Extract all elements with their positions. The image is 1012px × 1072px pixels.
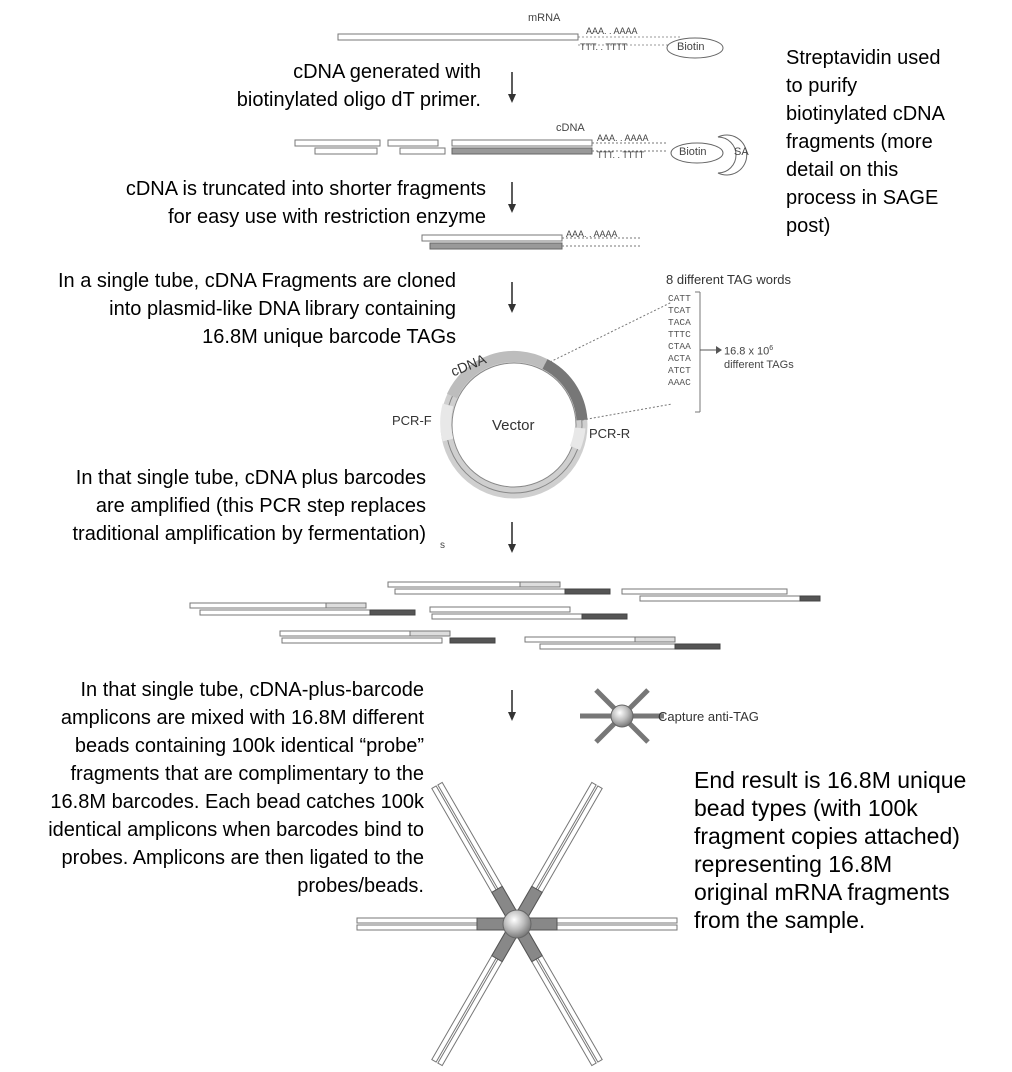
note-end-line2: bead types (with 100k [694, 795, 918, 821]
note-step4: In that single tube, cDNA plus barcodes … [72, 464, 426, 548]
note-step1: cDNA generated with biotinylated oligo d… [237, 58, 481, 114]
note-step2-line2: for easy use with restriction enzyme [168, 206, 486, 228]
note-step5-line8: probes/beads. [297, 875, 424, 897]
biotin-label-2: Biotin [679, 146, 707, 158]
note-step5-line1: In that single tube, cDNA-plus-barcode [80, 679, 424, 701]
amplicon-arm-left [356, 917, 508, 931]
note-strep-line7: post) [786, 215, 831, 237]
capture-anti-tag-label: Capture anti-TAG [658, 709, 759, 724]
note-strep-line1: Streptavidin used [786, 47, 941, 69]
note-step3: In a single tube, cDNA Fragments are clo… [58, 267, 456, 351]
bead-with-amplicons [356, 781, 678, 1067]
note-step3-line1: In a single tube, cDNA Fragments are clo… [58, 270, 456, 292]
step-arrow-4 [507, 521, 517, 554]
note-step5: In that single tube, cDNA-plus-barcode a… [48, 676, 424, 900]
note-step2-line1: cDNA is truncated into shorter fragments [125, 178, 486, 200]
note-strep-line2: to purify [786, 75, 858, 97]
tag-words-title: 8 different TAG words [666, 272, 792, 287]
note-step2: cDNA is truncated into shorter fragments… [126, 175, 486, 231]
tag-word: CATT [668, 293, 691, 304]
note-step3-line3: 16.8M unique barcode TAGs [202, 326, 456, 348]
polya-label-2: AAA. . AAAA [597, 133, 649, 143]
note-streptavidin: Streptavidin used to purify biotinylated… [786, 44, 945, 240]
amplicon-fragments [189, 581, 821, 650]
step-arrow-5 [507, 689, 517, 722]
note-step5-line5: 16.8M barcodes. Each bead catches 100k [50, 791, 424, 813]
note-step1-line2: biotinylated oligo dT primer. [236, 89, 481, 111]
note-end-line6: from the sample. [694, 907, 866, 933]
tag-word: CTAA [668, 341, 691, 352]
note-step4-line3: traditional amplification by fermentatio… [72, 523, 426, 545]
tag-word: ATCT [668, 365, 691, 376]
note-end-line1: End result is 16.8M unique [694, 767, 967, 793]
note-end-line4: representing 16.8M [694, 851, 893, 877]
cdna-fragments-row [294, 134, 748, 176]
note-step5-line4: fragments that are complimentary to the [70, 763, 425, 785]
amplicon-arm-right [526, 917, 678, 931]
polya-label-3: AAA. . AAAA [566, 229, 618, 239]
plasmid-vector [440, 291, 722, 499]
note-step4-line1: In that single tube, cDNA plus barcodes [75, 467, 426, 489]
note-strep-line6: process in SAGE [786, 187, 939, 209]
note-step1-line1: cDNA generated with [293, 61, 481, 83]
note-end-line3: fragment copies attached) [694, 823, 960, 849]
tag-word: ACTA [668, 353, 691, 364]
step-arrow-1 [507, 71, 517, 104]
step-arrow-2 [507, 181, 517, 214]
pcr-r-label: PCR-R [589, 426, 631, 441]
mrna-label: mRNA [528, 12, 561, 24]
cdna-top-label: cDNA [556, 122, 585, 134]
tag-count-exponent: 6 [769, 345, 774, 352]
tag-count-label: 16.8 x 106 different TAGs [724, 342, 794, 372]
sa-label: SA [734, 146, 749, 158]
note-step5-line3: beads containing 100k identical “probe” [74, 735, 424, 757]
polya-label: AAA. . AAAA [586, 26, 638, 36]
note-strep-line4: fragments (more [786, 131, 933, 153]
mrna-strand [337, 33, 724, 59]
tag-word: TACA [668, 317, 691, 328]
note-strep-line3: biotinylated cDNA [786, 103, 945, 125]
note-end-result: End result is 16.8M unique bead types (w… [694, 766, 966, 934]
pcr-f-label: PCR-F [392, 413, 432, 428]
note-step5-line6: identical amplicons when barcodes bind t… [48, 819, 424, 841]
note-step3-line2: into plasmid-like DNA library containing [109, 298, 456, 320]
tag-word-list: CATT TCAT TACA TTTC CTAA ACTA ATCT AAAC [668, 293, 691, 389]
note-strep-line5: detail on this [786, 159, 899, 181]
vector-label: Vector [492, 417, 535, 434]
step-arrow-3 [507, 281, 517, 314]
capture-bead-small [580, 688, 664, 744]
truncated-fragment [421, 234, 640, 250]
stray-mark: s [440, 540, 445, 551]
tag-word: TCAT [668, 305, 691, 316]
polyt-label: TTT. . TTTT [580, 42, 628, 52]
tag-word: TTTC [668, 329, 691, 340]
polyt-label-2: TTT. . TTTT [597, 150, 645, 160]
tag-count-line1: 16.8 x 10 [724, 345, 770, 358]
note-step5-line7: probes. Amplicons are then ligated to th… [61, 847, 424, 869]
note-step4-line2: are amplified (this PCR step replaces [95, 495, 426, 517]
note-end-line5: original mRNA fragments [694, 879, 950, 905]
note-step5-line2: amplicons are mixed with 16.8M different [60, 707, 424, 729]
tag-word: AAAC [668, 377, 691, 388]
biotin-label-1: Biotin [677, 41, 705, 53]
tag-count-line2: different TAGs [724, 358, 794, 371]
